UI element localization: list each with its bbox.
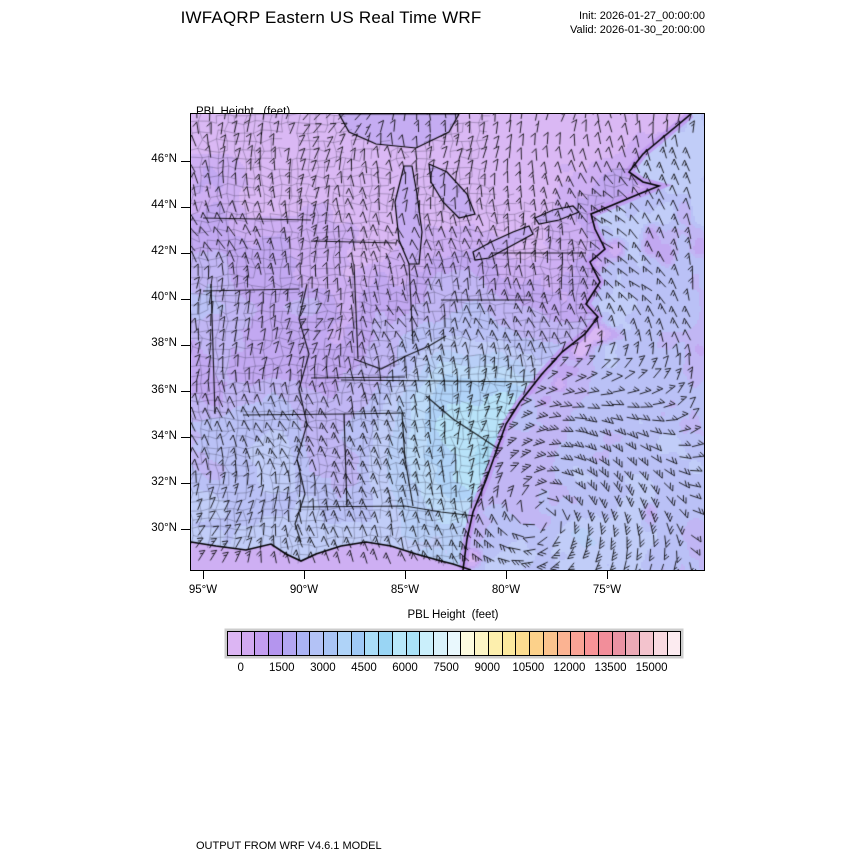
lon-tick <box>405 571 406 579</box>
lon-tick-label: 90°W <box>289 584 319 596</box>
model-footer: OUTPUT FROM WRF V4.6.1 MODEL WE = 310 ; … <box>196 810 629 850</box>
lat-tick <box>181 160 190 162</box>
colorbar-cell <box>474 632 488 655</box>
lon-tick-label: 80°W <box>491 584 521 596</box>
colorbar-cell <box>556 632 571 655</box>
lon-tick-label: 95°W <box>188 584 218 596</box>
colorbar-tick-label: 4500 <box>351 662 377 674</box>
colorbar-cell <box>597 632 612 655</box>
colorbar-cell <box>570 632 585 655</box>
colorbar-cell <box>295 632 310 655</box>
wrf-map-canvas <box>191 114 704 570</box>
colorbar-cell <box>419 632 434 655</box>
colorbar-cell <box>391 632 406 655</box>
lat-tick <box>181 529 190 531</box>
colorbar-tick-label: 0 <box>237 662 244 674</box>
colorbar-cell <box>309 632 324 655</box>
colorbar-cell <box>281 632 296 655</box>
colorbar-tick-label: 7500 <box>433 662 459 674</box>
lat-tick-label: 44°N <box>151 199 177 212</box>
colorbar-tick-label: 15000 <box>635 662 668 674</box>
colorbar-cell <box>350 632 365 655</box>
lat-tick-label: 36°N <box>151 383 177 396</box>
lat-tick <box>181 206 190 208</box>
lon-tick-label: 75°W <box>592 584 622 596</box>
lat-tick <box>181 483 190 485</box>
colorbar-cell <box>364 632 379 655</box>
colorbar-cell <box>405 632 420 655</box>
colorbar-cell <box>515 632 530 655</box>
colorbar-cell <box>487 632 502 655</box>
lon-tick-label: 85°W <box>390 584 420 596</box>
footer-line-1: OUTPUT FROM WRF V4.6.1 MODEL <box>196 840 382 850</box>
colorbar-cell <box>501 632 516 655</box>
colorbar-tick-label: 6000 <box>392 662 418 674</box>
lat-tick <box>181 298 190 300</box>
lat-tick-label: 34°N <box>151 429 177 442</box>
lat-tick <box>181 344 190 346</box>
plot-title: IWFAQRP Eastern US Real Time WRF <box>180 8 482 27</box>
lat-tick-label: 30°N <box>151 521 177 534</box>
colorbar-cell <box>240 632 255 655</box>
colorbar-title: PBL Height (feet) <box>407 609 499 621</box>
colorbar-cell <box>460 632 475 655</box>
colorbar-cell <box>529 632 543 655</box>
colorbar-tick-label: 10500 <box>512 662 545 674</box>
lat-tick-label: 42°N <box>151 245 177 258</box>
init-time-label: Init: 2026-01-27_00:00:00 <box>579 10 705 22</box>
colorbar-cell <box>542 632 557 655</box>
colorbar-cell <box>336 632 351 655</box>
colorbar-cell <box>666 632 681 655</box>
colorbar-cell <box>584 632 598 655</box>
lon-tick <box>607 571 608 579</box>
colorbar-cell <box>625 632 640 655</box>
lat-tick <box>181 437 190 439</box>
colorbar-tick-label: 1500 <box>268 662 295 674</box>
lon-tick <box>203 571 204 579</box>
colorbar <box>227 631 681 656</box>
lat-tick-label: 32°N <box>151 475 177 488</box>
lat-tick-label: 40°N <box>151 291 177 304</box>
colorbar-cell <box>254 632 269 655</box>
colorbar-cell <box>378 632 392 655</box>
map-panel: 46°N 44°N 42°N 40°N 38°N 36°N 34°N 32°N 30°N 95°W… <box>151 113 705 596</box>
colorbar-cell <box>433 632 447 655</box>
colorbar-tick-label: 3000 <box>310 662 336 674</box>
lat-tick <box>181 252 190 254</box>
colorbar-cell <box>446 632 461 655</box>
colorbar-tick-label: 9000 <box>474 662 501 674</box>
lon-tick <box>304 571 305 579</box>
run-times: Init: 2026-01-27_00:00:00 Valid: 2026-01… <box>480 9 705 37</box>
colorbar-cell <box>323 632 337 655</box>
colorbar-tick-label: 13500 <box>594 662 627 674</box>
lat-tick <box>181 391 190 392</box>
valid-time-label: Valid: 2026-01-30_20:00:00 <box>570 24 705 36</box>
colorbar-cell <box>268 632 282 655</box>
colorbar-cell <box>611 632 626 655</box>
colorbar-labels: 0 1500 3000 4500 6000 7500 9000 10500 12000 13500… <box>227 662 679 678</box>
lat-tick-label: 46°N <box>151 153 177 165</box>
colorbar-cell <box>652 632 667 655</box>
lat-tick-label: 38°N <box>151 337 177 350</box>
lon-tick <box>506 571 507 579</box>
colorbar-cell <box>228 632 241 655</box>
colorbar-cell <box>639 632 653 655</box>
colorbar-tick-label: 12000 <box>553 662 586 674</box>
